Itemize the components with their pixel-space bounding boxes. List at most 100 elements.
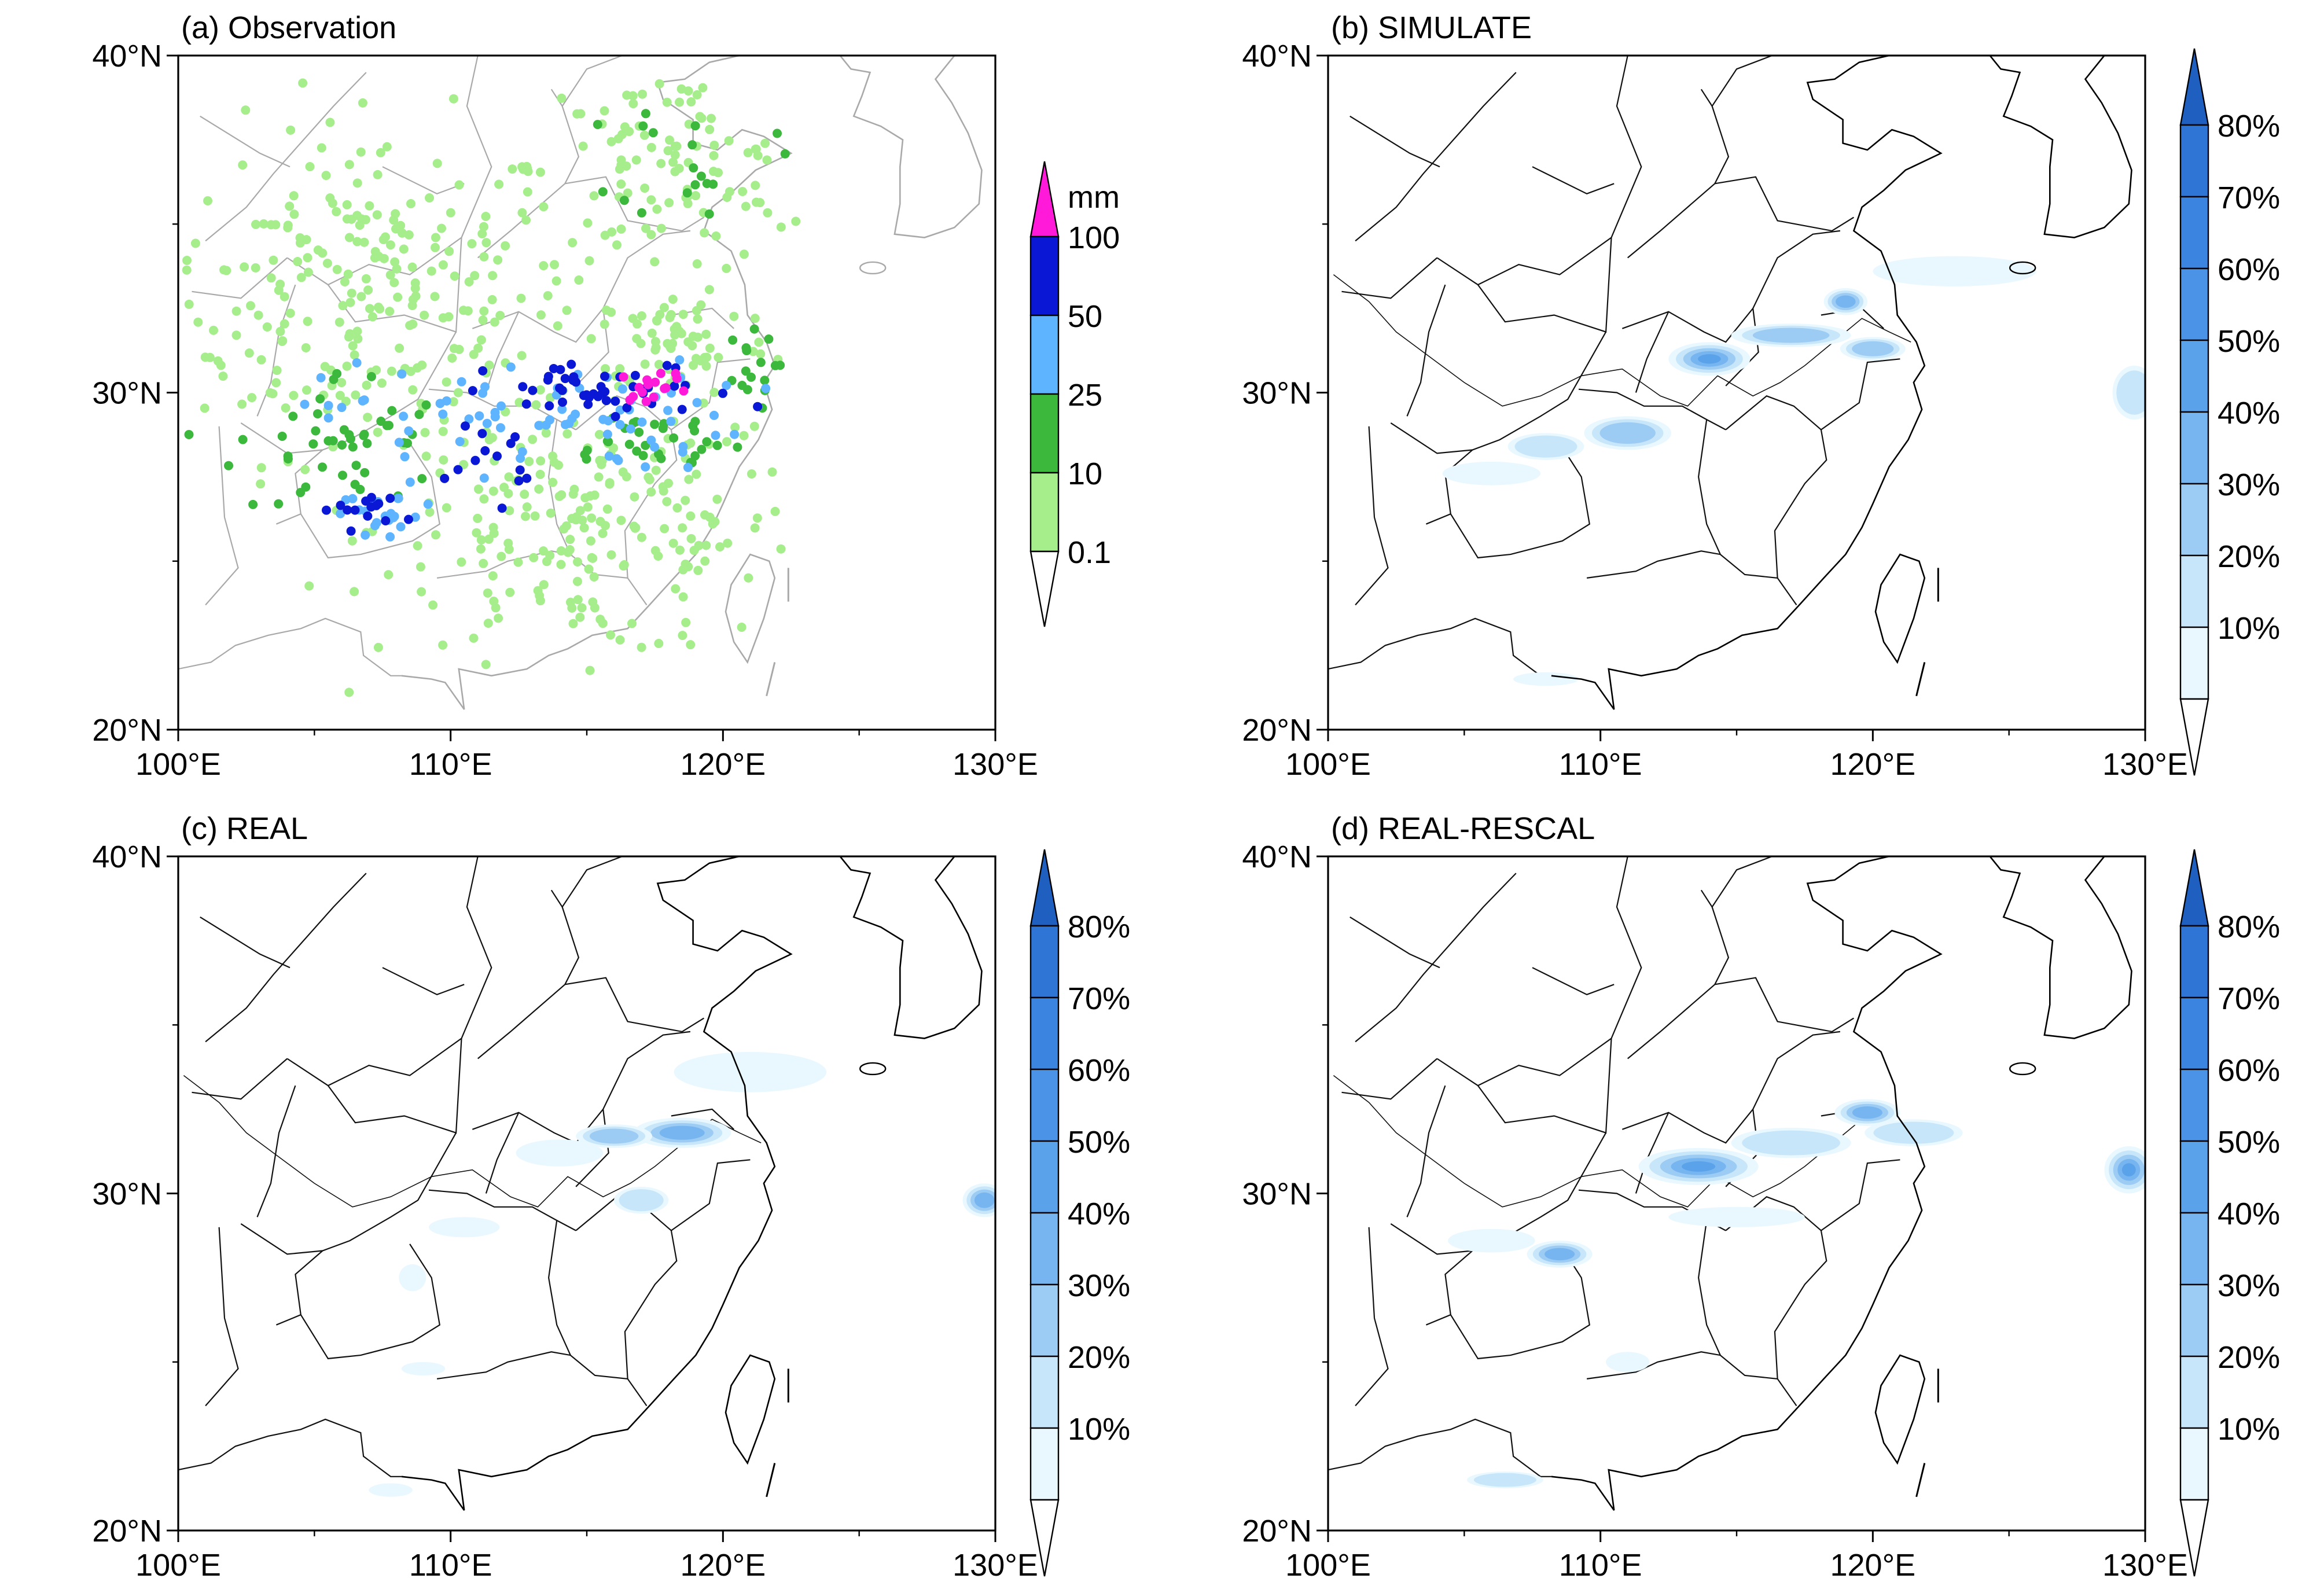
province-boundary: [671, 358, 751, 431]
station-point: [405, 477, 415, 487]
station-point: [572, 576, 582, 586]
station-point: [332, 207, 341, 216]
station-point: [586, 334, 596, 344]
station-point: [423, 499, 433, 509]
station-point: [755, 198, 765, 208]
station-point: [584, 256, 594, 266]
station-point: [686, 640, 696, 650]
station-point: [457, 557, 466, 567]
station-point: [435, 399, 445, 409]
station-point: [238, 435, 248, 444]
station-point: [536, 456, 546, 466]
station-point: [280, 319, 289, 329]
probability-area: [1742, 1130, 1841, 1156]
station-point: [483, 588, 492, 598]
station-point: [730, 422, 740, 432]
station-point: [594, 472, 604, 482]
panel-title: (b) SIMULATE: [1331, 10, 1532, 45]
station-point: [704, 209, 714, 219]
probability-area: [1852, 1106, 1882, 1119]
river: [183, 1075, 762, 1208]
colorbar-label: 50: [1068, 299, 1102, 334]
province-boundary: [240, 1132, 457, 1255]
station-point: [475, 411, 484, 421]
panel-title: (d) REAL-RESCAL: [1331, 811, 1595, 846]
station-point: [652, 204, 662, 214]
station-point: [493, 255, 503, 265]
station-point: [362, 439, 372, 448]
province-boundary: [200, 115, 290, 168]
probability-area: [1698, 354, 1721, 364]
station-point: [373, 642, 383, 652]
station-point: [654, 79, 664, 89]
station-point: [361, 530, 370, 540]
station-point: [332, 264, 342, 274]
station-point: [670, 167, 680, 176]
station-point: [683, 198, 693, 208]
colorbar: 80% 70% 60% 50% 40% 30% 20% 10%: [1029, 849, 1130, 1577]
station-point: [518, 382, 528, 392]
province-boundary: [1532, 967, 1615, 995]
station-point: [251, 263, 260, 273]
province-boundary: [1700, 889, 1713, 907]
lon-tick-label: 100°E: [1285, 747, 1371, 782]
station-point: [567, 359, 576, 369]
station-point: [671, 369, 681, 378]
station-point: [579, 523, 589, 533]
station-point: [489, 597, 499, 606]
station-point: [470, 455, 480, 465]
coastline-taiwan: [725, 1354, 776, 1465]
station-point: [446, 208, 455, 218]
province-boundary: [1697, 419, 1721, 555]
station-point: [744, 573, 753, 583]
station-point: [595, 615, 605, 624]
station-point: [406, 199, 415, 208]
station-point: [262, 322, 272, 332]
station-point: [438, 426, 448, 436]
station-point: [281, 403, 290, 413]
station-point: [567, 603, 577, 613]
colorbar-segment: [1029, 472, 1060, 553]
station-point: [399, 244, 409, 254]
station-point: [492, 451, 502, 461]
station-point: [556, 365, 565, 374]
station-point: [373, 170, 383, 179]
station-point: [773, 128, 782, 138]
station-point: [684, 474, 694, 484]
lat-tick-label: 40°N: [1242, 840, 1312, 874]
station-point: [696, 171, 706, 181]
station-point: [722, 381, 731, 391]
colorbar-label: 10%: [1068, 1412, 1130, 1447]
probability-area: [974, 1192, 995, 1208]
station-point: [428, 600, 438, 610]
station-point: [479, 252, 489, 262]
station-point: [356, 292, 366, 301]
lon-tick-label: 130°E: [2102, 1548, 2188, 1583]
station-point: [557, 404, 567, 414]
station-point: [760, 138, 770, 148]
province-boundary: [1349, 916, 1440, 969]
station-point: [761, 384, 771, 393]
station-point: [342, 361, 352, 371]
station-point: [722, 263, 731, 273]
probability-area: [1599, 422, 1656, 444]
station-point: [536, 310, 546, 320]
station-point: [404, 426, 414, 436]
station-point: [615, 364, 625, 374]
station-point: [338, 301, 348, 311]
station-point: [222, 266, 231, 275]
station-point: [677, 404, 687, 414]
colorbar-label: 60%: [2218, 1053, 2280, 1088]
station-point: [479, 222, 488, 231]
station-point: [750, 523, 760, 533]
station-point: [658, 482, 668, 492]
station-point: [705, 124, 715, 134]
station-point: [739, 249, 749, 259]
station-point: [714, 352, 723, 362]
station-point: [528, 435, 538, 444]
station-point: [404, 514, 413, 524]
colorbar-segment: [2179, 124, 2209, 198]
station-point: [662, 360, 672, 370]
station-point: [497, 503, 507, 513]
probability-area: [369, 1483, 413, 1497]
